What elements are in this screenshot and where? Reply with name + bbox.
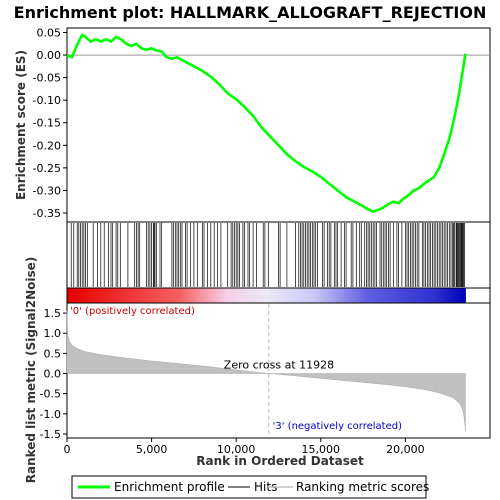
- legend: Enrichment profile Hits Ranking metric s…: [71, 475, 429, 499]
- metric-tick-label: 1.5: [44, 307, 62, 320]
- es-tick-label: 0.05: [37, 27, 62, 40]
- negative-correlated-label: '3' (negatively correlated): [273, 421, 402, 432]
- x-axis: 0 5,000 10,000 15,000 20,000: [64, 438, 425, 456]
- es-tick-label: -0.20: [33, 139, 61, 152]
- enrichment-profile-line: [66, 33, 467, 213]
- es-tick-label: -0.30: [33, 184, 61, 197]
- metric-axis-title: Ranked list metric (Signal2Noise): [24, 257, 38, 484]
- es-axis-title: Enrichment score (ES): [14, 50, 28, 200]
- legend-enrichment-label: Enrichment profile: [114, 480, 225, 494]
- metric-tick-label: 0.0: [44, 368, 62, 381]
- es-panel: [66, 27, 491, 223]
- x-axis-title: Rank in Ordered Dataset: [196, 454, 364, 468]
- x-tick-label: 15,000: [302, 443, 341, 456]
- legend-metric-label: Ranking metric scores: [296, 480, 429, 494]
- metric-tick-label: 0.5: [44, 347, 62, 360]
- metric-axis: 1.5 1.0 0.5 0.0 -0.5 -1.0 -1.5: [40, 307, 67, 441]
- positive-correlated-label: '0' (positively correlated): [70, 306, 195, 317]
- rank-color-bar: [67, 288, 466, 303]
- es-tick-label: -0.05: [33, 72, 61, 85]
- x-tick-label: 20,000: [386, 443, 425, 456]
- metric-tick-label: 1.0: [44, 327, 62, 340]
- plot-title: Enrichment plot: HALLMARK_ALLOGRAFT_REJE…: [14, 3, 487, 22]
- metric-tick-label: -0.5: [40, 388, 61, 401]
- es-axis: 0.05 0.00 -0.05 -0.10 -0.15 -0.20 -0.25 -0.30 -0…: [33, 27, 67, 220]
- x-tick-label: 10,000: [217, 443, 256, 456]
- x-tick-label: 5,000: [136, 443, 168, 456]
- metric-tick-label: -1.5: [40, 428, 61, 441]
- metric-tick-label: -1.0: [40, 408, 61, 421]
- hit-marks: [70, 223, 465, 287]
- ranking-metric-area: [66, 311, 466, 431]
- es-tick-label: 0.00: [37, 49, 62, 62]
- zero-cross-label: Zero cross at 11928: [224, 359, 334, 372]
- es-tick-label: -0.10: [33, 94, 61, 107]
- legend-hits-label: Hits: [254, 480, 277, 494]
- es-tick-label: -0.35: [33, 207, 61, 220]
- es-tick-label: -0.25: [33, 162, 61, 175]
- es-tick-label: -0.15: [33, 117, 61, 130]
- x-tick-label: 0: [64, 443, 71, 456]
